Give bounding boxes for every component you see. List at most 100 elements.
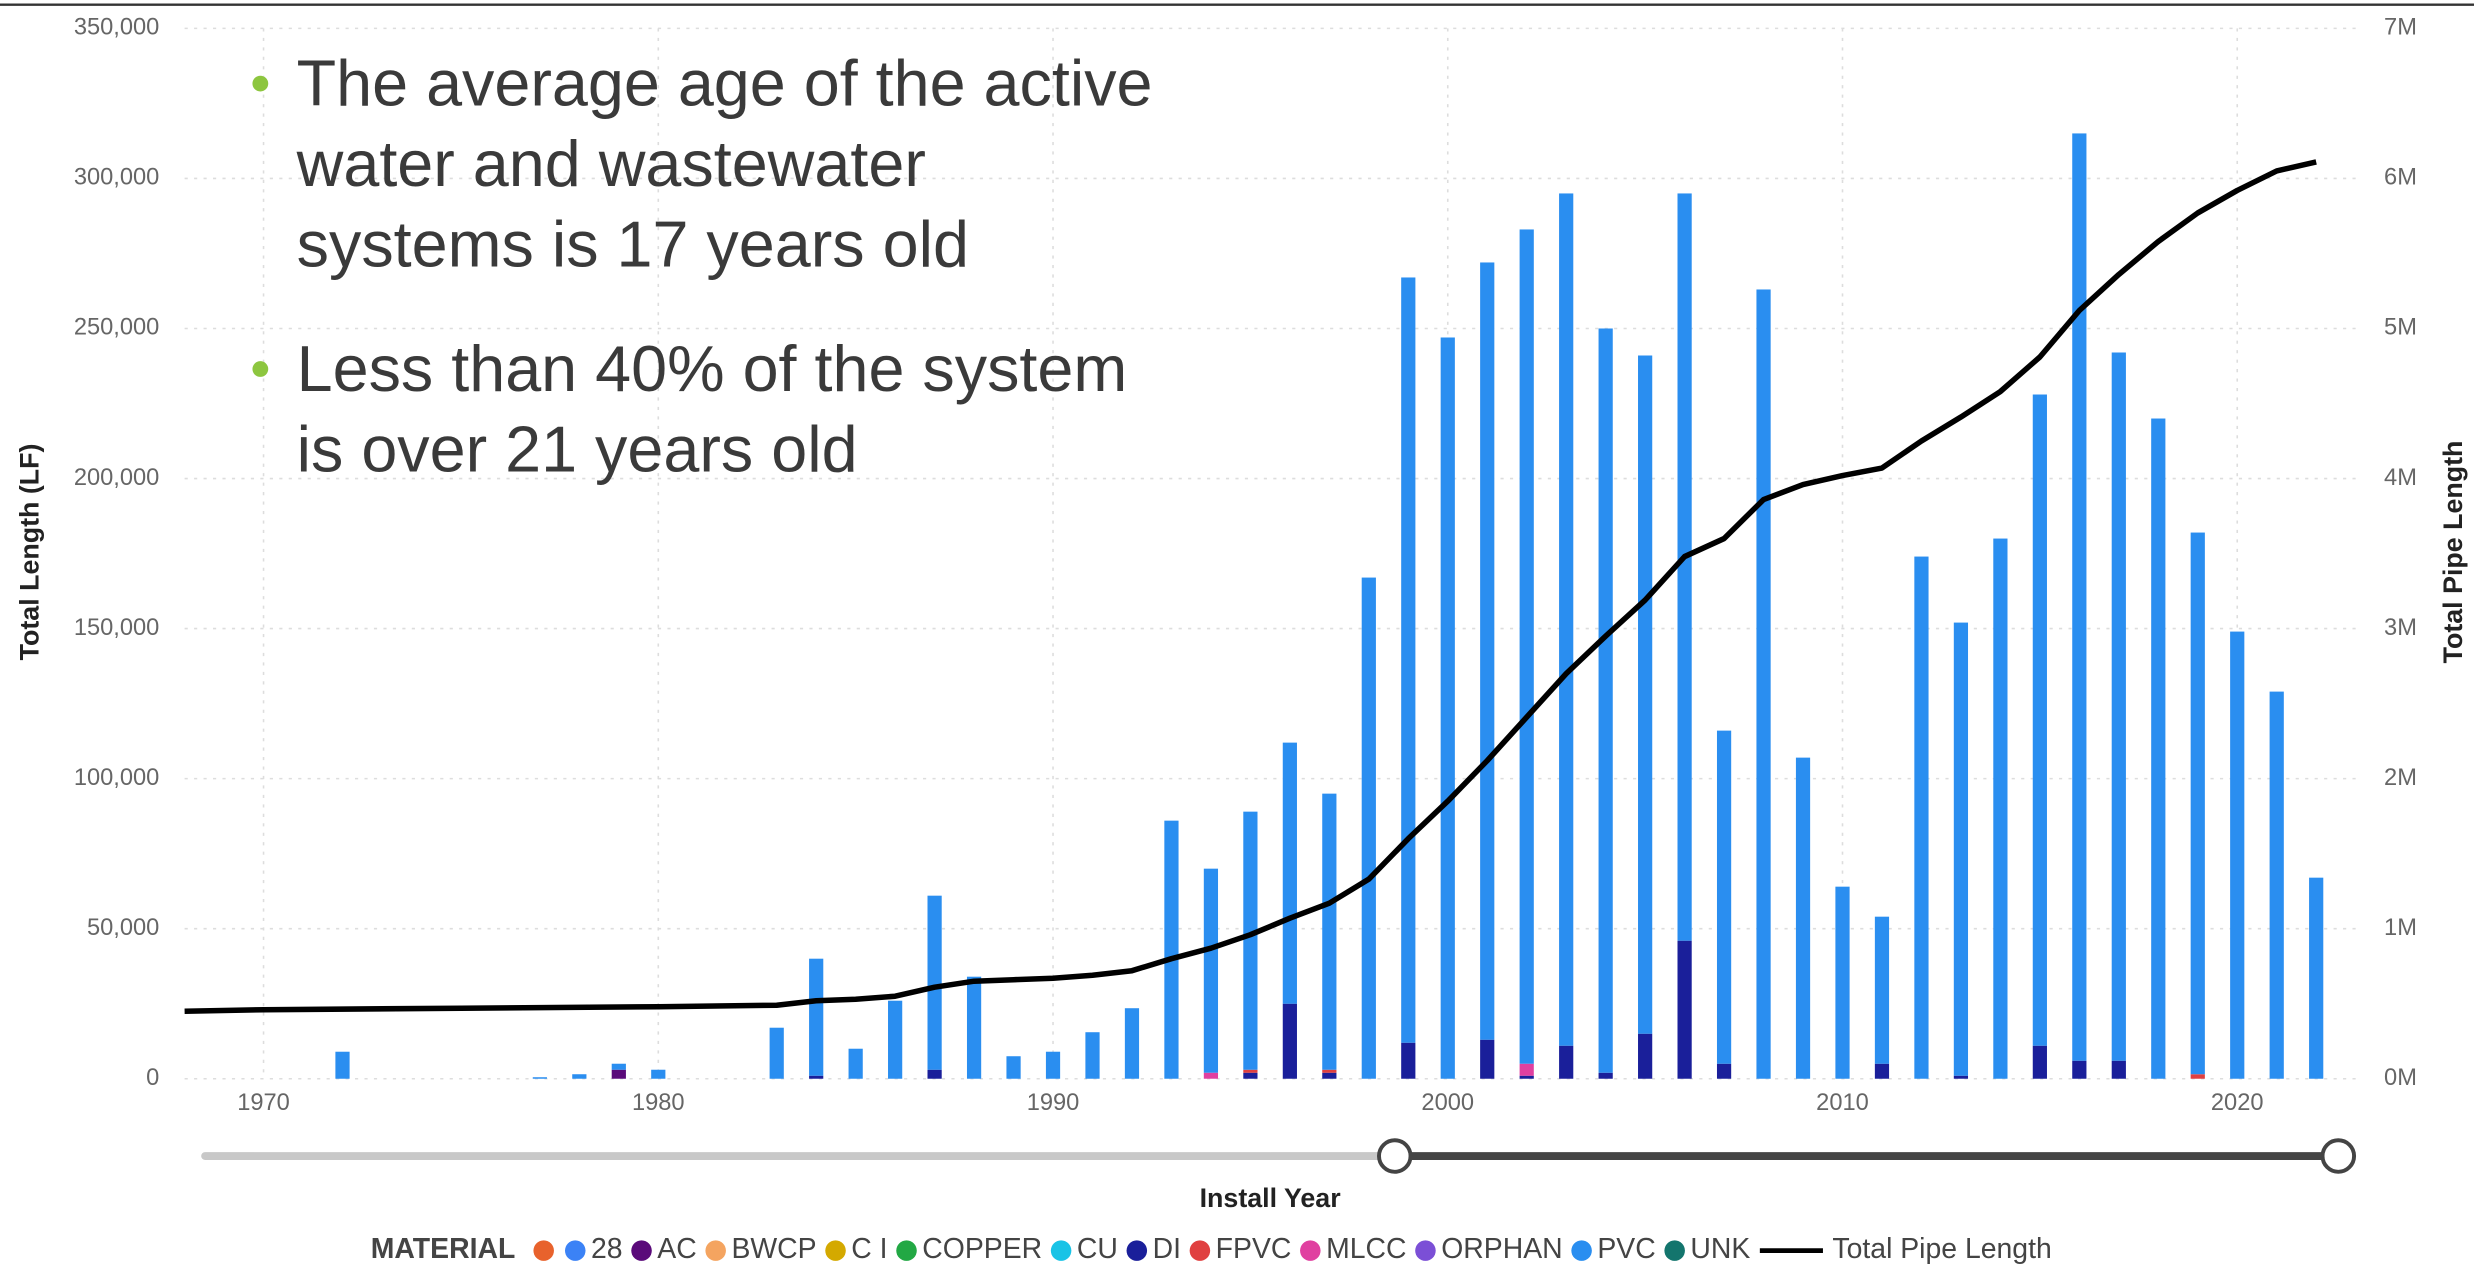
bar	[2032, 1045, 2047, 1079]
bar	[1322, 1072, 1337, 1079]
bar	[848, 1048, 863, 1079]
bar	[888, 1000, 903, 1079]
y-tick-label: 100,000	[74, 765, 160, 791]
legend-swatch	[1571, 1240, 1592, 1261]
y2-tick-label: 0M	[2384, 1065, 2417, 1091]
bar	[1440, 337, 1455, 1079]
bullet: The average age of the active water and …	[249, 44, 1172, 285]
legend-swatch	[1126, 1240, 1148, 1261]
bar	[809, 1075, 824, 1079]
bar	[532, 1077, 547, 1079]
x-tick-label: 1980	[632, 1090, 685, 1116]
bar	[1953, 622, 1969, 1076]
bar	[1243, 811, 1258, 1070]
bar	[2309, 877, 2324, 1079]
y-tick-label: 150,000	[74, 615, 160, 641]
legend-swatch	[565, 1240, 586, 1261]
legend-label: AC	[657, 1233, 696, 1265]
slider-handle[interactable]	[1377, 1138, 1413, 1174]
bar	[809, 958, 824, 1076]
bar	[2190, 1074, 2205, 1079]
bar	[2230, 631, 2245, 1079]
legend-label: ORPHAN	[1441, 1233, 1562, 1265]
legend-label: PVC	[1597, 1233, 1655, 1265]
legend-swatch	[1664, 1240, 1685, 1261]
y2-tick-label: 7M	[2384, 15, 2417, 41]
bar	[1045, 1051, 1061, 1079]
legend-label: DI	[1153, 1233, 1181, 1265]
legend-swatch	[1415, 1240, 1436, 1261]
x-tick-label: 2010	[1816, 1090, 1869, 1116]
bar	[1638, 355, 1653, 1034]
y-tick-label: 0	[146, 1065, 159, 1091]
bar	[1874, 1063, 1890, 1079]
bar	[1519, 1075, 1534, 1079]
notes: The average age of the active water and …	[249, 44, 1172, 534]
x-axis-title: Install Year	[1200, 1183, 1342, 1213]
legend-swatch	[705, 1240, 726, 1261]
y-tick-label: 200,000	[74, 465, 160, 491]
bar	[1559, 1045, 1574, 1079]
legend-label: FPVC	[1216, 1233, 1292, 1265]
bar	[1953, 1075, 1969, 1079]
bar	[1835, 886, 1850, 1079]
bar	[1322, 1069, 1337, 1073]
bar	[1282, 742, 1297, 1004]
y-axis-title: Total Length (LF)	[15, 444, 45, 661]
bar	[572, 1074, 587, 1079]
bar	[1006, 1056, 1021, 1079]
bar	[1203, 868, 1219, 1073]
legend-label: UNK	[1690, 1233, 1750, 1265]
bar	[1993, 538, 2008, 1079]
y2-tick-label: 6M	[2384, 165, 2417, 191]
y-tick-label: 300,000	[74, 165, 160, 191]
y2-tick-label: 4M	[2384, 465, 2417, 491]
bar	[1401, 1042, 1416, 1079]
y-tick-label: 250,000	[74, 315, 160, 341]
legend-label: Total Pipe Length	[1832, 1233, 2051, 1265]
y2-tick-label: 2M	[2384, 765, 2417, 791]
slider-handle[interactable]	[2320, 1138, 2357, 1174]
bar	[1401, 277, 1416, 1043]
legend-label: C I	[851, 1233, 887, 1265]
bar	[927, 1069, 942, 1079]
legend-swatch	[631, 1240, 652, 1261]
bar	[1756, 289, 1771, 1079]
y2-tick-label: 1M	[2384, 915, 2417, 941]
bar	[2111, 1060, 2126, 1079]
x-tick-label: 1990	[1027, 1090, 1080, 1116]
bar	[1124, 1008, 1140, 1079]
legend-label: COPPER	[922, 1233, 1042, 1265]
legend-swatch	[1050, 1240, 1072, 1261]
bar	[1716, 1063, 1732, 1079]
bar	[1480, 1039, 1495, 1079]
bar	[1677, 940, 1692, 1079]
bullet: Less than 40% of the system is over 21 y…	[249, 330, 1172, 491]
y2-tick-label: 5M	[2384, 315, 2417, 341]
bar	[1282, 1003, 1297, 1079]
x-tick-label: 1970	[237, 1090, 290, 1116]
bar	[2269, 691, 2284, 1079]
y2-axis-title: Total Pipe Length	[2438, 441, 2468, 664]
bar	[927, 895, 942, 1070]
y-tick-label: 350,000	[74, 15, 160, 41]
legend-label: MLCC	[1326, 1233, 1406, 1265]
bar	[335, 1051, 350, 1079]
bar	[611, 1063, 626, 1070]
bar	[1243, 1069, 1258, 1073]
bar	[1519, 229, 1534, 1064]
legend-label: BWCP	[731, 1233, 816, 1265]
bar	[2190, 532, 2205, 1075]
bar	[966, 976, 982, 1079]
bar	[2072, 1060, 2087, 1079]
bar	[1677, 193, 1692, 941]
bar	[769, 1027, 784, 1079]
bar	[611, 1069, 626, 1079]
legend-swatch	[1189, 1240, 1211, 1261]
bar	[1164, 820, 1179, 1079]
bar	[1638, 1033, 1653, 1079]
legend-swatch	[825, 1240, 846, 1261]
bar	[1519, 1063, 1534, 1076]
bar	[2032, 394, 2047, 1046]
